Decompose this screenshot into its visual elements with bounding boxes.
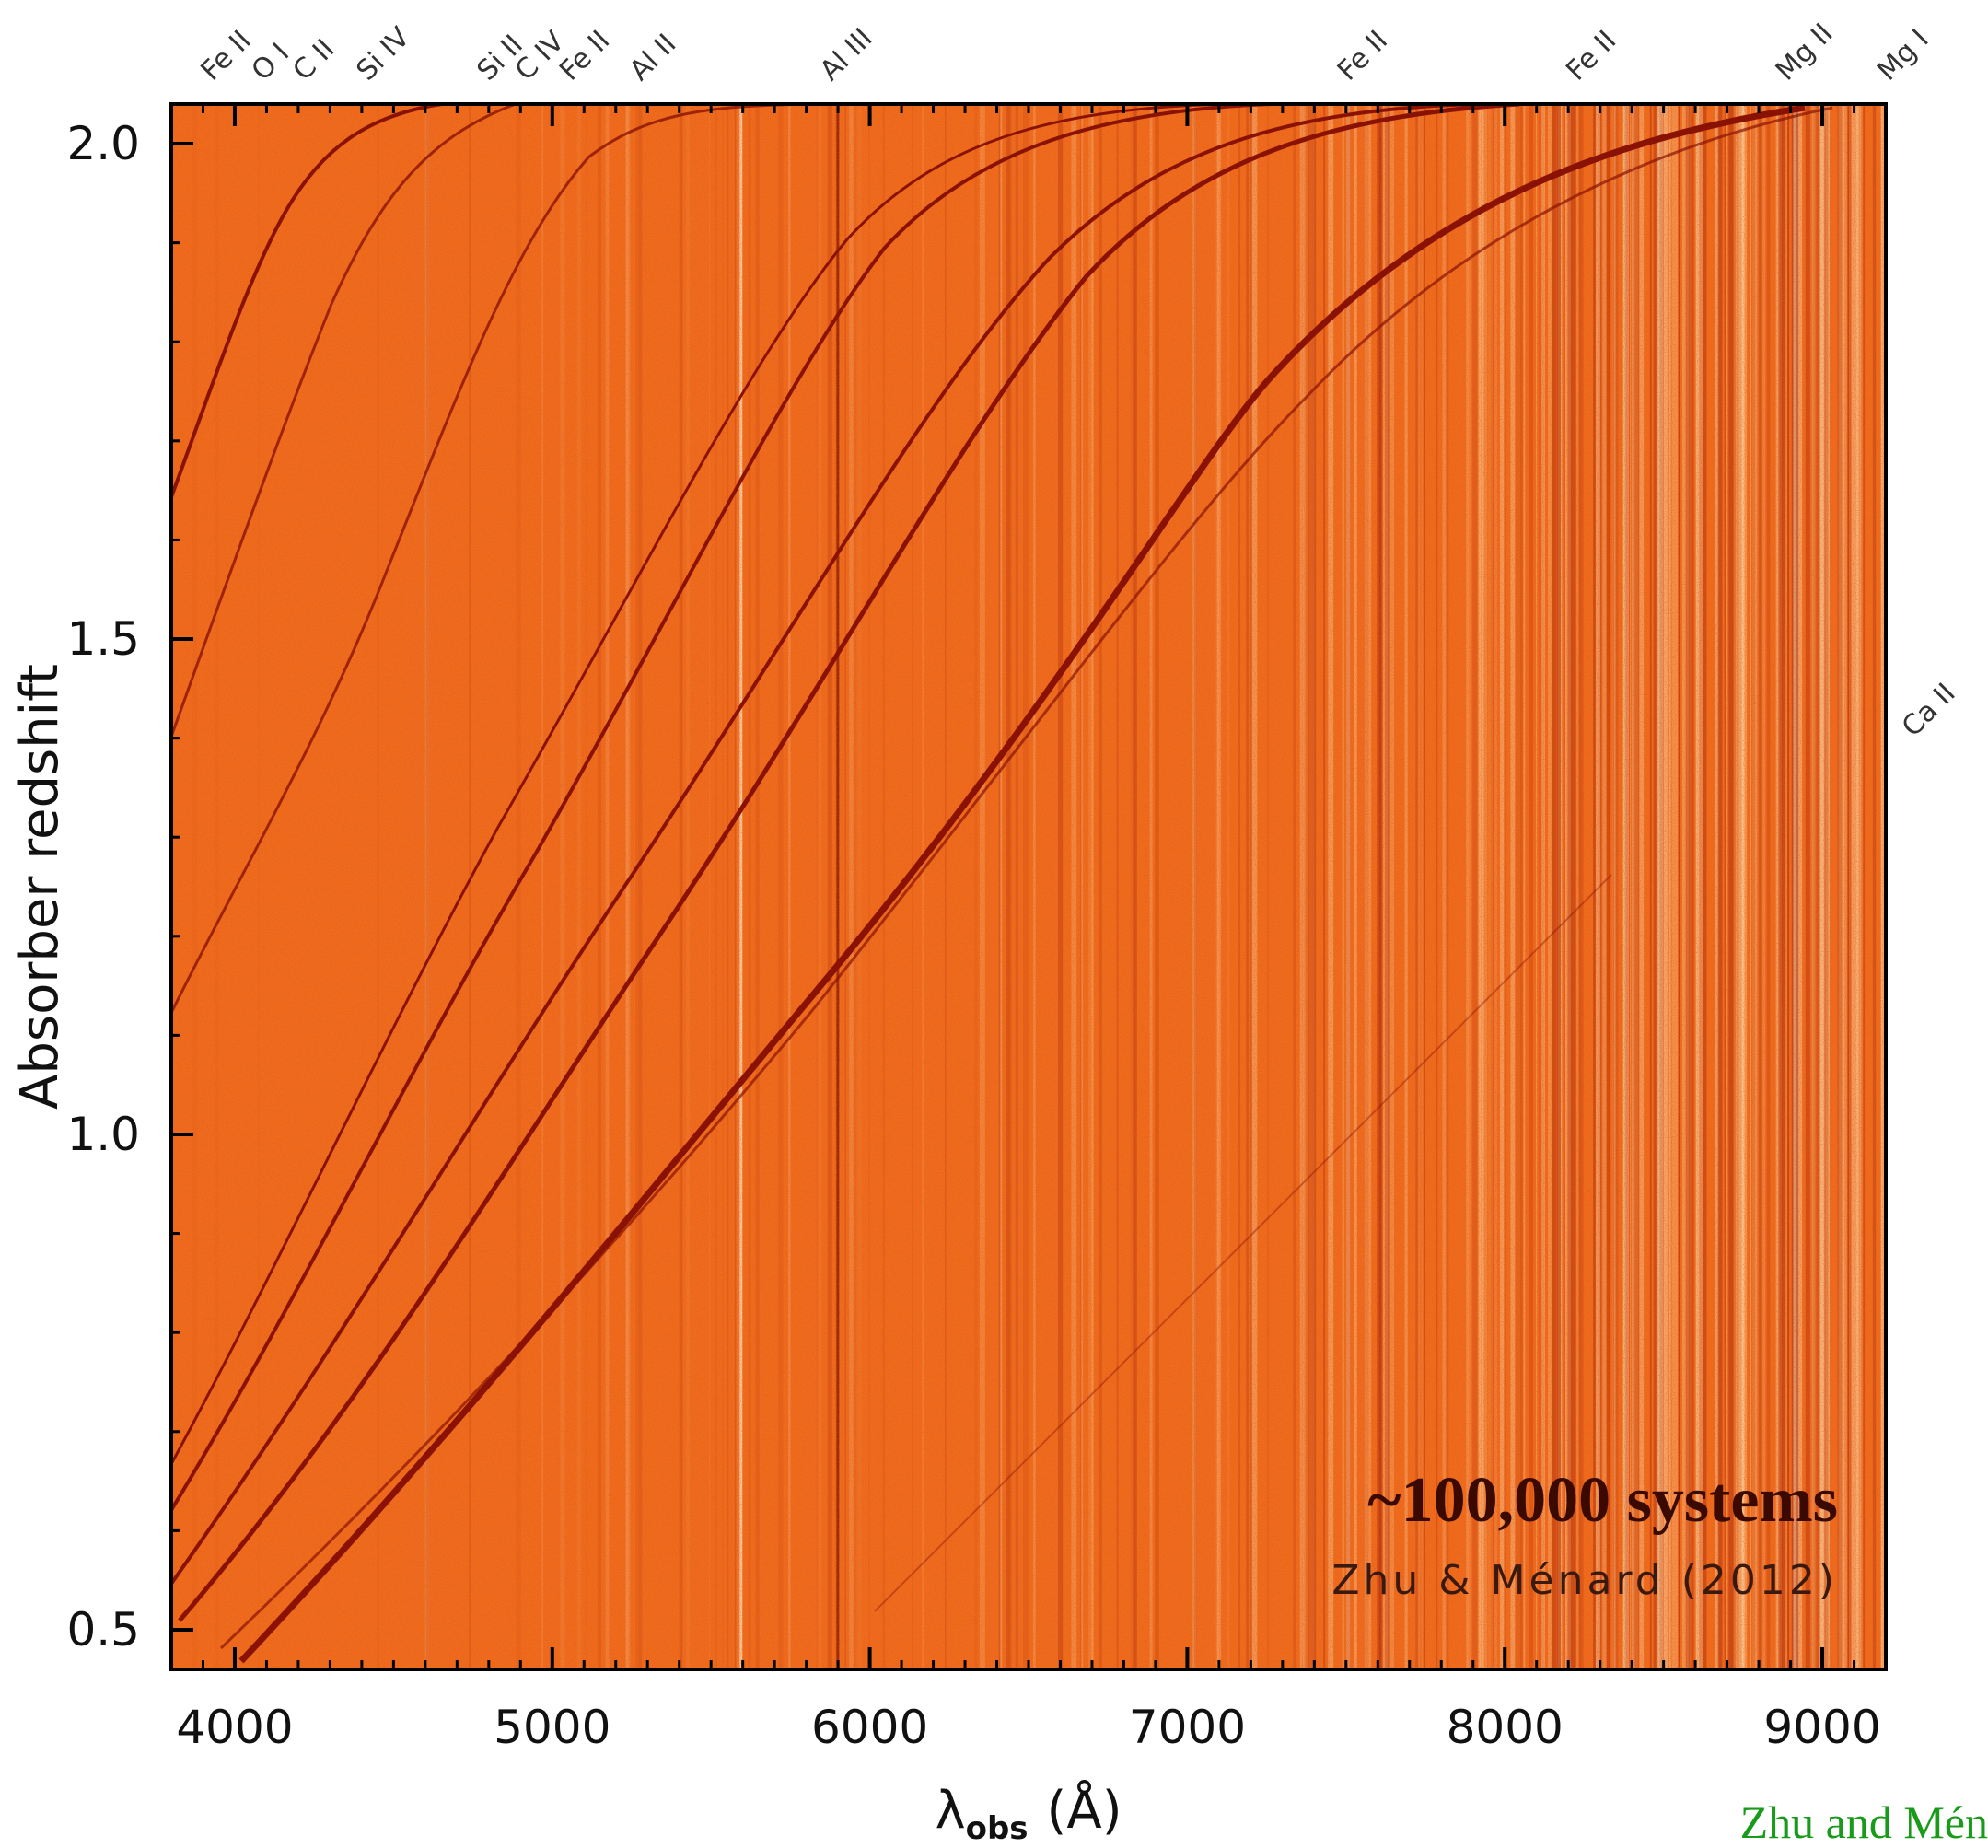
x-axis-unit: (Å) [1047,1780,1122,1841]
x-axis-subscript: obs [966,1810,1029,1847]
y-tick-label: 1.5 [66,612,140,666]
line-label: Al III [814,22,879,87]
curve [238,104,1806,1664]
curve [171,104,1226,1465]
x-tick-label: 4000 [176,1701,293,1754]
x-tick-label: 5000 [494,1701,610,1754]
axes: 4000 5000 6000 7000 8000 9000 0.5 1.0 1.5 2.0 Fe I… [66,17,1961,1754]
curve [171,104,443,498]
absorption-curves [171,104,1833,1664]
curve [178,104,1520,1622]
line-label: Fe II [195,25,258,87]
y-tick-label: 2.0 [66,117,140,170]
curve [171,104,517,738]
x-axis-label: λobs (Å) [935,1780,1122,1847]
curve [171,104,1474,1586]
line-label: Fe II [1560,25,1622,87]
curve [219,106,1833,1650]
x-tick-label: 6000 [811,1701,928,1754]
curve [171,104,811,1014]
credit: Zhu and Mén [1740,1796,1988,1848]
annotation: ~100,000 systems [1367,1465,1838,1536]
y-tick-label: 0.5 [66,1603,140,1656]
line-label: Fe II [1331,25,1394,87]
line-label: Fe II [553,25,616,87]
line-label: C II [287,33,342,87]
x-tick-label: 9000 [1763,1701,1880,1754]
line-label: Ca II [1896,677,1962,743]
noise [171,104,1886,1669]
line-label: Mg I [1871,23,1936,87]
curve [874,874,1612,1612]
x-tick-label: 7000 [1129,1701,1246,1754]
line-label: Si IV [350,21,416,87]
annotation: Zhu & Ménard (2012) [1331,1557,1838,1604]
y-tick-label: 1.0 [66,1108,140,1161]
x-tick-label: 8000 [1447,1701,1564,1754]
curve [171,104,1272,1512]
y-axis-label: Absorber redshift [10,664,70,1110]
line-label: Al II [623,28,682,87]
x-axis-symbol: λ [935,1781,965,1841]
line-label: Mg II [1770,17,1840,87]
